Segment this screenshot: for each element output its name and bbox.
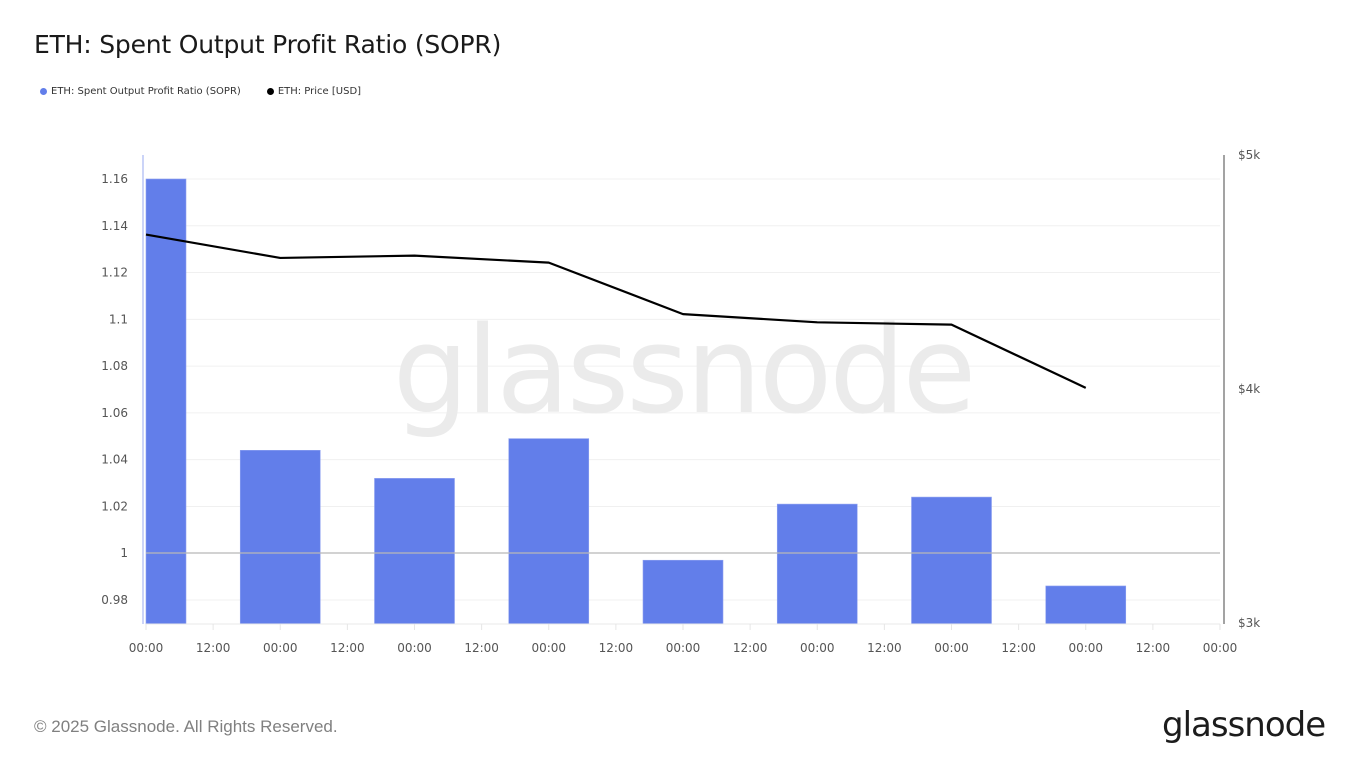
x-tick-label: 00:00: [263, 641, 298, 655]
sopr-bar[interactable]: [776, 503, 858, 625]
y-left-tick-label: 1.02: [101, 499, 128, 513]
price-line: [145, 233, 1087, 389]
x-tick-label: 00:00: [800, 641, 835, 655]
x-tick-label: 12:00: [196, 641, 231, 655]
y-left-tick-label: 1.16: [101, 172, 128, 186]
x-tick-label: 00:00: [129, 641, 164, 655]
y-right-tick-label: $5k: [1238, 148, 1260, 162]
sopr-bar[interactable]: [239, 450, 321, 625]
copyright-text: © 2025 Glassnode. All Rights Reserved.: [34, 717, 338, 736]
glassnode-logo[interactable]: glassnode: [1162, 705, 1326, 745]
y-left-tick-label: 1.12: [101, 266, 128, 280]
x-tick-label: 00:00: [531, 641, 566, 655]
watermark: glassnode: [393, 302, 974, 441]
y-left-tick-label: 1.06: [101, 406, 128, 420]
x-tick-label: 12:00: [1136, 641, 1171, 655]
chart-title: ETH: Spent Output Profit Ratio (SOPR): [34, 30, 502, 59]
y-right-tick-label: $4k: [1238, 382, 1260, 396]
sopr-bar[interactable]: [508, 438, 590, 625]
y-left-tick-label: 1.04: [101, 453, 128, 467]
y-left-tick-label: 1.14: [101, 219, 128, 233]
x-axis-labels: 00:00 12:00 00:00 12:00 00:00 12:00 00:00 12:00…: [129, 624, 1238, 655]
x-tick-label: 00:00: [934, 641, 969, 655]
x-tick-label: 12:00: [464, 641, 499, 655]
sopr-bar[interactable]: [911, 496, 992, 625]
legend-label-sopr: ETH: Spent Output Profit Ratio (SOPR): [51, 86, 241, 97]
x-tick-label: 12:00: [1001, 641, 1036, 655]
x-tick-label: 00:00: [397, 641, 432, 655]
sopr-bar[interactable]: [1045, 585, 1127, 625]
y-left-tick-label: 1.1: [109, 312, 128, 326]
legend: ETH: Spent Output Profit Ratio (SOPR) ET…: [40, 86, 361, 97]
y-right-tick-label: $3k: [1238, 616, 1260, 630]
x-tick-label: 12:00: [599, 641, 634, 655]
x-tick-label: 12:00: [330, 641, 365, 655]
x-tick-label: 00:00: [1068, 641, 1103, 655]
x-tick-label: 00:00: [666, 641, 701, 655]
x-tick-label: 12:00: [733, 641, 768, 655]
legend-item-price[interactable]: ETH: Price [USD]: [266, 86, 362, 97]
legend-item-sopr[interactable]: ETH: Spent Output Profit Ratio (SOPR): [40, 86, 241, 97]
legend-dot-sopr-icon: [40, 88, 47, 95]
right-y-axis-labels: $5k $4k $3k: [1238, 148, 1260, 630]
left-y-axis-labels: 1.16 1.14 1.12 1.1 1.08 1.06 1.04 1.02 1 0.98: [101, 172, 128, 607]
sopr-bars: [145, 178, 1127, 625]
sopr-bar[interactable]: [145, 178, 187, 625]
sopr-bar[interactable]: [642, 559, 724, 625]
x-tick-label: 12:00: [867, 641, 902, 655]
legend-dot-price-icon: [266, 88, 274, 95]
x-tick-label: 00:00: [1203, 641, 1238, 655]
y-left-tick-label: 1.08: [101, 359, 128, 373]
y-left-tick-label: 1: [120, 546, 128, 560]
sopr-bar[interactable]: [374, 478, 455, 625]
legend-label-price: ETH: Price [USD]: [277, 86, 362, 97]
y-left-tick-label: 0.98: [101, 593, 128, 607]
